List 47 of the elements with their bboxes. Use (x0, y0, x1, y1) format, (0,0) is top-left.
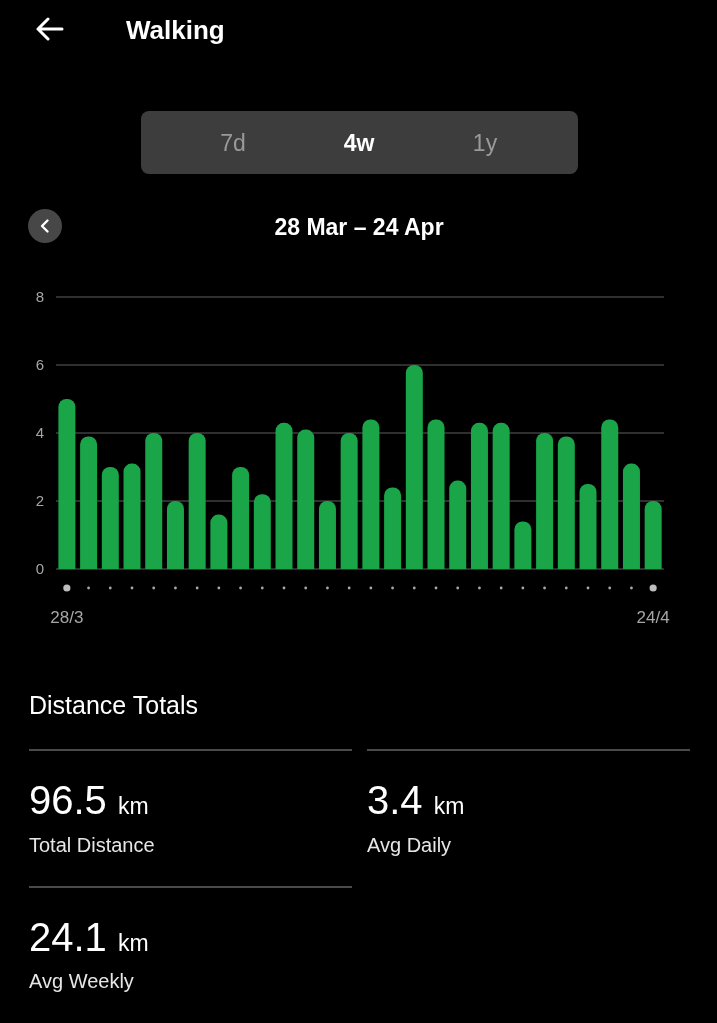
bar (232, 467, 250, 569)
bar (384, 487, 402, 569)
bar (166, 501, 184, 569)
text: Total Distance (29, 833, 155, 857)
y-tick-label: 0 (35, 560, 44, 578)
bar (579, 484, 597, 569)
bar (275, 422, 293, 569)
text: Avg Weekly (29, 969, 134, 993)
bar (188, 433, 206, 569)
text: 1y (472, 130, 498, 156)
bar (58, 399, 76, 569)
y-tick-label: 8 (35, 288, 44, 306)
text: 7d (220, 130, 246, 156)
bar (449, 480, 467, 569)
bar (253, 494, 271, 569)
bar (340, 433, 358, 569)
bar (514, 521, 532, 569)
bar (601, 419, 619, 569)
bar (318, 501, 336, 569)
bar (557, 436, 575, 569)
text: Avg Daily (367, 833, 452, 857)
bar (536, 433, 554, 569)
bar (405, 365, 423, 569)
text: 96.5 km (29, 778, 149, 824)
bar (210, 514, 228, 569)
bar (80, 436, 98, 569)
text: 4w (343, 130, 375, 156)
bar (644, 501, 662, 569)
x-tick-label: 24/4 (636, 607, 670, 627)
text: 24.1 km (29, 915, 149, 961)
y-tick-label: 6 (35, 356, 44, 374)
text: 3.4 km (367, 778, 465, 824)
chart-subtitle: 28 Mar – 24 Apr (274, 214, 444, 240)
bar (427, 419, 445, 569)
x-tick-label: 28/3 (50, 607, 84, 627)
bar (297, 429, 315, 569)
bar (123, 463, 141, 569)
text: Distance Totals (29, 690, 199, 720)
bar (622, 463, 640, 569)
y-tick-label: 4 (35, 424, 44, 442)
chart-title: Walking (126, 14, 225, 46)
bar (145, 433, 163, 569)
bar (470, 422, 488, 569)
bar (362, 419, 380, 569)
bar (492, 422, 510, 569)
bar (101, 467, 119, 569)
y-tick-label: 2 (35, 492, 44, 510)
